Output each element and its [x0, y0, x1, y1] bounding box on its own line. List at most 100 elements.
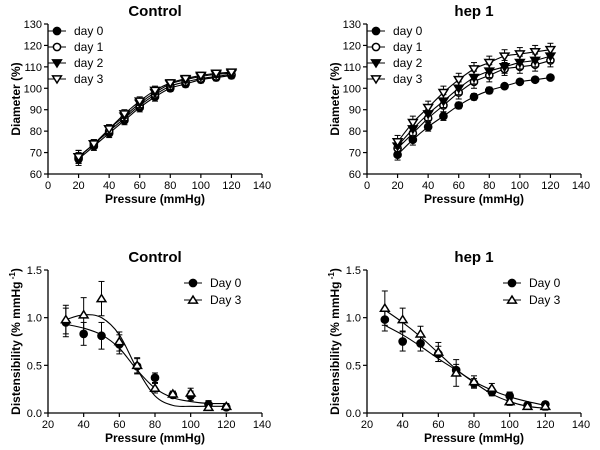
x-tick-label: 60: [432, 419, 444, 431]
x-tick-label: 100: [500, 419, 518, 431]
data-point: [498, 52, 511, 62]
data-point: [167, 388, 179, 398]
legend-marker: [52, 42, 62, 52]
x-axis-label: Pressure (mmHg): [424, 431, 524, 445]
data-point: [195, 71, 207, 81]
x-tick-label: 80: [149, 419, 161, 431]
x-tick-label: 20: [42, 419, 54, 431]
x-tick-label: 40: [422, 180, 434, 192]
y-tick-label: 120: [24, 40, 42, 52]
y-tick-label: 100: [24, 83, 42, 95]
legend-marker: [187, 294, 199, 304]
data-point: [133, 97, 146, 107]
y-tick-label: 80: [30, 126, 42, 138]
x-tick-label: 120: [541, 180, 559, 192]
x-tick-label: 100: [511, 180, 529, 192]
y-axis-label: Diameter (%): [9, 62, 23, 135]
data-point: [202, 401, 215, 412]
y-tick-label: 130: [343, 19, 361, 31]
legend-label: day 0: [393, 24, 423, 38]
y-tick-label: 0.0: [346, 408, 361, 420]
data-point: [530, 75, 540, 85]
series-day-3: [60, 280, 233, 412]
y-tick-label: 70: [30, 148, 42, 160]
data-point: [184, 387, 197, 397]
data-point: [515, 77, 525, 87]
legend-marker: [51, 59, 63, 69]
y-axis-label: Diameter (%): [328, 62, 342, 135]
data-point: [150, 373, 160, 383]
y-tick-label: 110: [24, 62, 42, 74]
x-tick-label: 100: [192, 180, 210, 192]
data-point: [407, 118, 419, 128]
y-tick-label: 60: [349, 169, 361, 181]
chart-title: Control: [128, 249, 181, 266]
x-tick-label: 20: [361, 419, 373, 431]
x-tick-label: 80: [483, 180, 495, 192]
legend-label: day 0: [74, 24, 104, 38]
legend: day 0 day 1 day 2 day 3: [367, 24, 423, 86]
data-point: [450, 367, 462, 377]
legend-label: Day 0: [529, 276, 561, 290]
chart-title: Control: [128, 3, 181, 20]
x-axis-label: Pressure (mmHg): [105, 192, 205, 206]
data-point: [500, 81, 509, 91]
panel-3: Control 20 40 60 80 100 120 140 0.0 0.5 1.0 1.5 Pres…: [8, 249, 271, 445]
x-tick-label: 0: [45, 180, 51, 192]
x-tick-label: 20: [391, 180, 403, 192]
legend-marker: [370, 59, 382, 69]
data-point: [468, 65, 480, 75]
data-point: [72, 153, 85, 163]
legend-marker: [506, 294, 518, 304]
legend-label: Day 0: [210, 276, 242, 290]
data-point: [179, 74, 192, 85]
legend-marker: [371, 42, 381, 52]
legend-label: day 1: [74, 40, 104, 54]
y-tick-label: 70: [349, 148, 361, 160]
x-tick-label: 120: [536, 419, 554, 431]
data-point: [225, 68, 238, 78]
legend: Day 0 Day 3: [184, 276, 242, 307]
legend-label: day 3: [393, 72, 423, 86]
series-day-3: [391, 42, 557, 149]
legend-marker: [188, 278, 198, 288]
x-tick-label: 60: [453, 180, 465, 192]
x-tick-label: 60: [113, 419, 125, 431]
x-tick-label: 60: [134, 180, 146, 192]
legend: Day 0 Day 3: [503, 276, 561, 307]
data-point: [498, 63, 511, 73]
x-tick-label: 140: [253, 419, 271, 431]
legend-label: day 1: [393, 40, 423, 54]
data-point: [149, 382, 161, 393]
panel-2: hep 1 0 20 40 60 80 100 120 140 60 70 80 90 100 110 120…: [328, 3, 590, 206]
data-point: [77, 309, 90, 319]
series-line: [384, 324, 546, 406]
panel-1: Control 0 20 40 60 80 100 120 140 60 70 80 90 100 110 1…: [9, 3, 271, 206]
data-point: [95, 293, 108, 303]
panel-4: hep 1 20 40 60 80 100 120 140 0.0 0.5 1.0 1.5 Pressu…: [327, 249, 590, 445]
data-point: [113, 336, 126, 346]
legend-label: Day 3: [210, 293, 242, 307]
series-day-0: [393, 73, 555, 161]
data-point: [439, 111, 448, 121]
y-tick-label: 0.5: [346, 360, 361, 372]
series-day-3: [379, 290, 552, 411]
data-point: [521, 400, 534, 411]
legend-marker: [371, 26, 381, 36]
y-tick-label: 0.5: [27, 360, 42, 372]
x-tick-label: 80: [468, 419, 480, 431]
series-line: [384, 309, 546, 409]
data-point: [468, 376, 480, 386]
y-tick-label: 1.5: [27, 265, 42, 277]
y-axis-label: Distensibility (% mmHg -1): [8, 268, 23, 415]
data-point: [103, 125, 115, 135]
y-tick-label: 80: [349, 126, 361, 138]
y-tick-label: 120: [343, 40, 361, 52]
y-tick-label: 110: [343, 62, 361, 74]
data-point: [422, 103, 434, 113]
y-tick-label: 1.5: [346, 265, 361, 277]
x-axis-label: Pressure (mmHg): [105, 431, 205, 445]
x-axis-label: Pressure (mmHg): [424, 192, 524, 206]
legend-label: day 2: [74, 56, 104, 70]
